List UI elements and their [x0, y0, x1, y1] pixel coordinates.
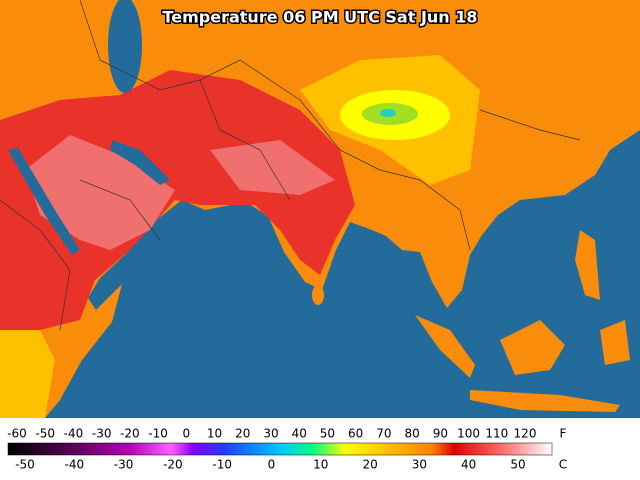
- fahrenheit-label: 80: [404, 427, 419, 441]
- fahrenheit-label: 40: [292, 427, 307, 441]
- celsius-label: -50: [15, 458, 35, 472]
- map: [0, 0, 640, 418]
- fahrenheit-label: -20: [120, 427, 140, 441]
- coolest-zone: [380, 109, 396, 117]
- celsius-label: 10: [313, 458, 328, 472]
- fahrenheit-label: 90: [433, 427, 448, 441]
- south-africa-zone: [0, 330, 55, 418]
- celsius-label: 0: [268, 458, 276, 472]
- fahrenheit-label: 70: [376, 427, 391, 441]
- fahrenheit-label: 110: [485, 427, 508, 441]
- fahrenheit-label: 100: [457, 427, 480, 441]
- fahrenheit-label: 120: [514, 427, 537, 441]
- fahrenheit-label: -50: [35, 427, 55, 441]
- celsius-labels: -50 -40 -30 -20 -10 0 10 20 30 40 50: [15, 458, 525, 472]
- fahrenheit-label: -40: [64, 427, 84, 441]
- hottest-zone: [25, 135, 335, 250]
- fahrenheit-label: 20: [235, 427, 250, 441]
- borders: [0, 0, 581, 331]
- celsius-label: 30: [412, 458, 427, 472]
- color-scale: [7, 442, 553, 456]
- celsius-label: -10: [212, 458, 232, 472]
- island: [312, 285, 324, 305]
- fahrenheit-unit: F: [560, 427, 567, 441]
- fahrenheit-label: 50: [320, 427, 335, 441]
- persian-gulf: [110, 140, 170, 185]
- celsius-label: -30: [114, 458, 134, 472]
- fahrenheit-label: 0: [183, 427, 191, 441]
- fahrenheit-label: 30: [263, 427, 278, 441]
- celsius-label: 20: [362, 458, 377, 472]
- hot-zone: [0, 70, 355, 330]
- celsius-label: 50: [510, 458, 525, 472]
- caspian-sea: [108, 0, 142, 93]
- fahrenheit-label: -60: [7, 427, 27, 441]
- islands: [415, 145, 630, 412]
- red-sea: [8, 148, 80, 255]
- fahrenheit-label: 10: [207, 427, 222, 441]
- fahrenheit-label: 60: [348, 427, 363, 441]
- fahrenheit-label: -10: [148, 427, 168, 441]
- fahrenheit-labels: -60 -50 -40 -30 -20 -10 0 10 20 30 40 50 60 70 80 90 100…: [7, 427, 536, 441]
- celsius-label: -20: [163, 458, 183, 472]
- celsius-label: 40: [461, 458, 476, 472]
- map-title: Temperature 06 PM UTC Sat Jun 18: [162, 8, 477, 27]
- fahrenheit-label: -30: [92, 427, 112, 441]
- celsius-label: -40: [64, 458, 84, 472]
- celsius-unit: C: [559, 458, 567, 472]
